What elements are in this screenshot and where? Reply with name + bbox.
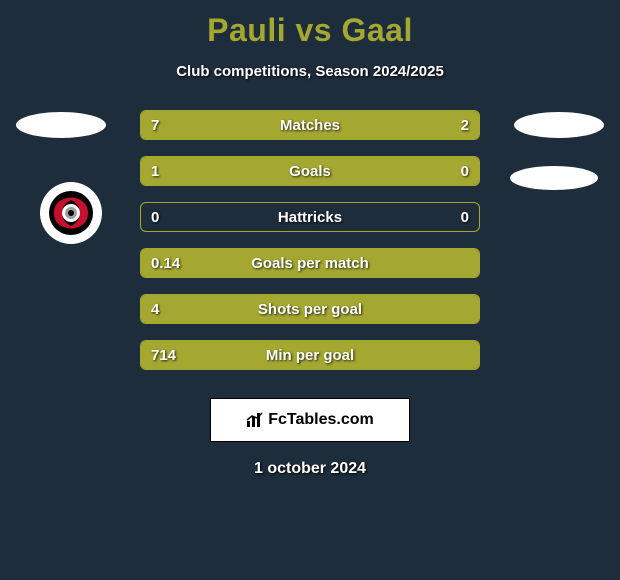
date-text: 1 october 2024 <box>0 460 620 478</box>
stat-row: 0.14Goals per match <box>140 248 480 278</box>
player-badge-right-2 <box>510 166 598 190</box>
branding-text: FcTables.com <box>268 411 374 429</box>
title-right: Gaal <box>341 12 412 48</box>
player-badge-right <box>514 112 604 138</box>
stat-row: 4Shots per goal <box>140 294 480 324</box>
player-badge-left <box>16 112 106 138</box>
stat-label: Min per goal <box>141 341 479 369</box>
page-title: Pauli vs Gaal <box>0 0 620 49</box>
title-vs: vs <box>296 12 333 48</box>
stat-row: 714Min per goal <box>140 340 480 370</box>
stat-label: Shots per goal <box>141 295 479 323</box>
stat-value-right: 2 <box>461 111 469 139</box>
stat-bars: 7Matches21Goals00Hattricks00.14Goals per… <box>140 110 480 370</box>
stat-label: Hattricks <box>141 203 479 231</box>
stat-value-right: 0 <box>461 203 469 231</box>
club-logo-left <box>40 182 102 244</box>
stat-label: Matches <box>141 111 479 139</box>
stat-row: 7Matches2 <box>140 110 480 140</box>
branding-badge[interactable]: FcTables.com <box>210 398 410 442</box>
stat-row: 1Goals0 <box>140 156 480 186</box>
stats-area: 7Matches21Goals00Hattricks00.14Goals per… <box>0 110 620 390</box>
stat-label: Goals per match <box>141 249 479 277</box>
title-left: Pauli <box>207 12 286 48</box>
stat-value-right: 0 <box>461 157 469 185</box>
subtitle: Club competitions, Season 2024/2025 <box>0 63 620 80</box>
hurricane-icon <box>48 190 94 236</box>
stat-row: 0Hattricks0 <box>140 202 480 232</box>
chart-icon <box>246 411 264 429</box>
stat-label: Goals <box>141 157 479 185</box>
